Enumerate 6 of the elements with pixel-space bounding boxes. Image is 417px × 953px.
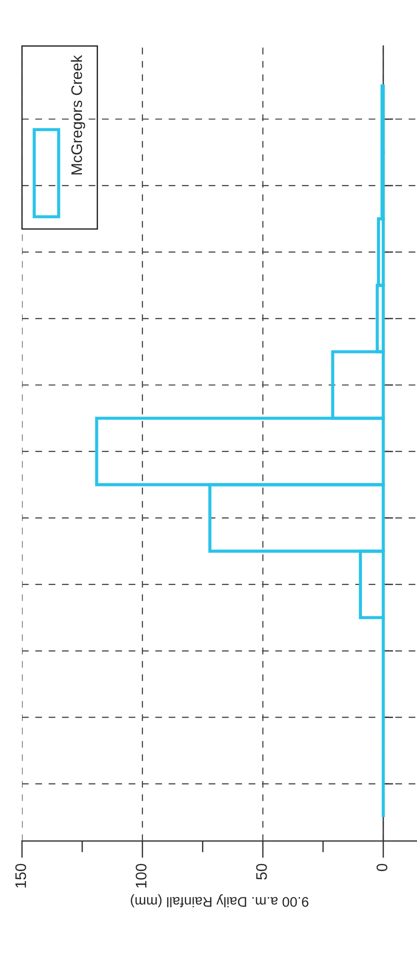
x-tick-label: 0 (376, 864, 388, 872)
x-axis-title: 9.00 a.m. Daily Rainfall (mm) (130, 894, 308, 908)
x-tick-label: 150 (15, 864, 26, 888)
x-tick-label: 50 (256, 864, 267, 880)
x-tick-label: 100 (136, 864, 147, 888)
text: McGregors Creek (70, 55, 86, 174)
